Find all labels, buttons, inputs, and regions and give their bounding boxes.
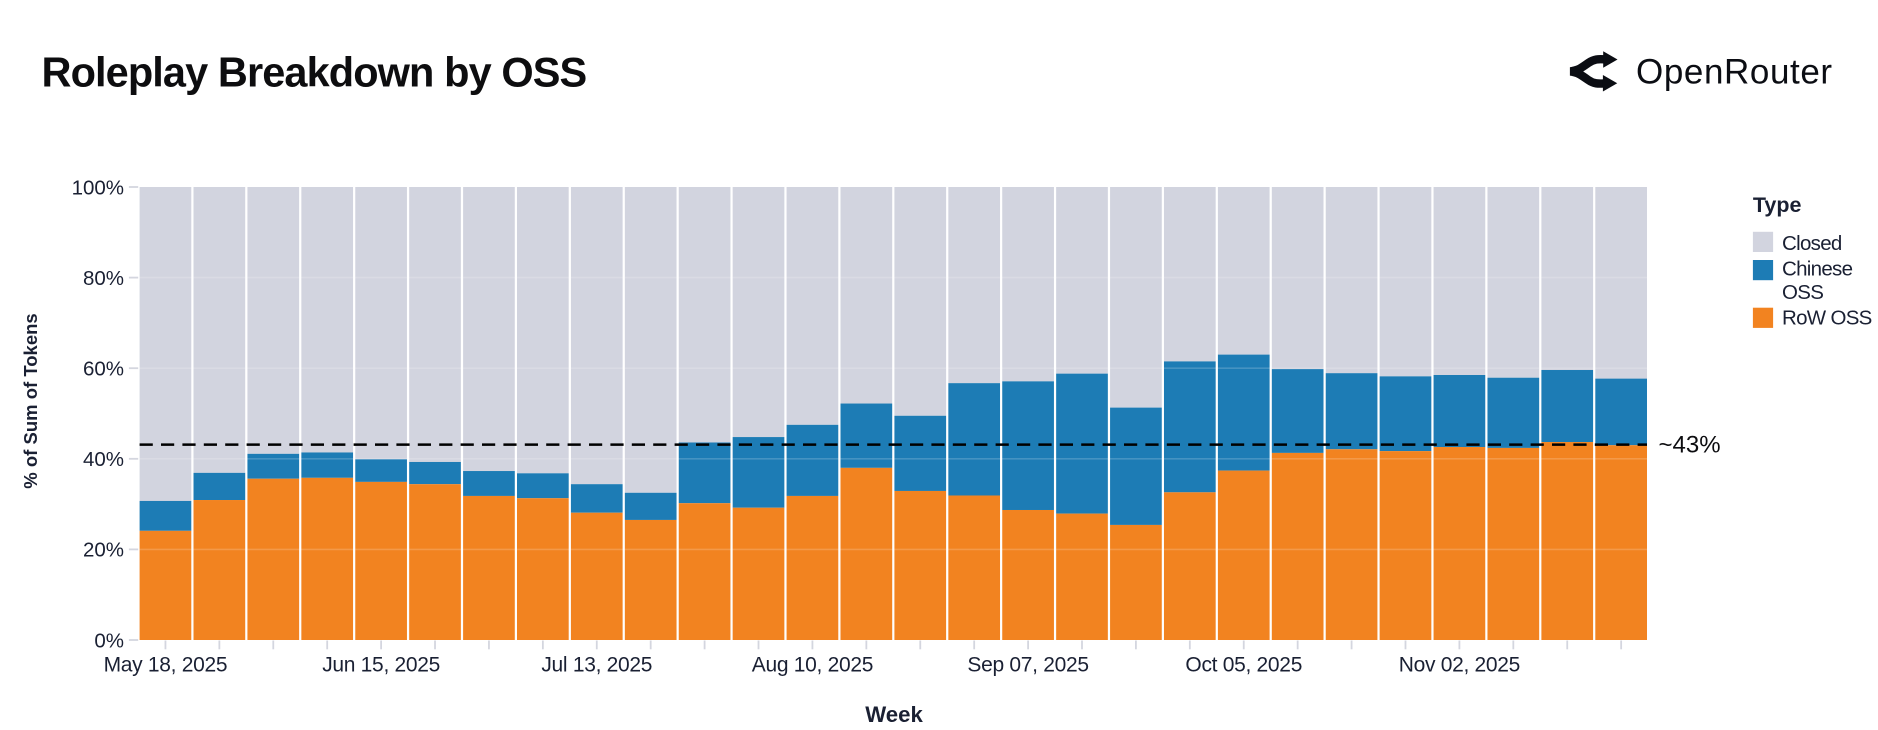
svg-text:Type: Type	[1753, 193, 1802, 217]
svg-text:Aug 10, 2025: Aug 10, 2025	[752, 653, 873, 676]
svg-text:0%: 0%	[94, 629, 124, 652]
svg-text:60%: 60%	[83, 358, 124, 381]
svg-text:Jul 13, 2025: Jul 13, 2025	[541, 653, 652, 676]
svg-text:80%: 80%	[83, 267, 124, 290]
svg-text:40%: 40%	[83, 448, 124, 471]
svg-text:Nov 02, 2025: Nov 02, 2025	[1399, 653, 1520, 676]
svg-text:20%: 20%	[83, 539, 124, 562]
svg-text:May 18, 2025: May 18, 2025	[104, 653, 228, 676]
svg-text:RoW OSS: RoW OSS	[1782, 307, 1872, 330]
svg-text:~43%: ~43%	[1659, 431, 1721, 458]
svg-text:Closed: Closed	[1782, 232, 1842, 255]
svg-text:Roleplay Breakdown by OSS: Roleplay Breakdown by OSS	[42, 48, 587, 95]
svg-text:Jun 15, 2025: Jun 15, 2025	[322, 653, 440, 676]
svg-text:OSS: OSS	[1782, 281, 1823, 304]
svg-text:Oct 05, 2025: Oct 05, 2025	[1185, 653, 1302, 676]
svg-text:OpenRouter: OpenRouter	[1636, 52, 1833, 91]
svg-text:100%: 100%	[72, 176, 124, 199]
svg-text:Week: Week	[865, 702, 923, 727]
svg-text:% of Sum of Tokens: % of Sum of Tokens	[20, 313, 41, 488]
svg-text:Chinese: Chinese	[1782, 258, 1853, 281]
svg-text:Sep 07, 2025: Sep 07, 2025	[967, 653, 1088, 676]
